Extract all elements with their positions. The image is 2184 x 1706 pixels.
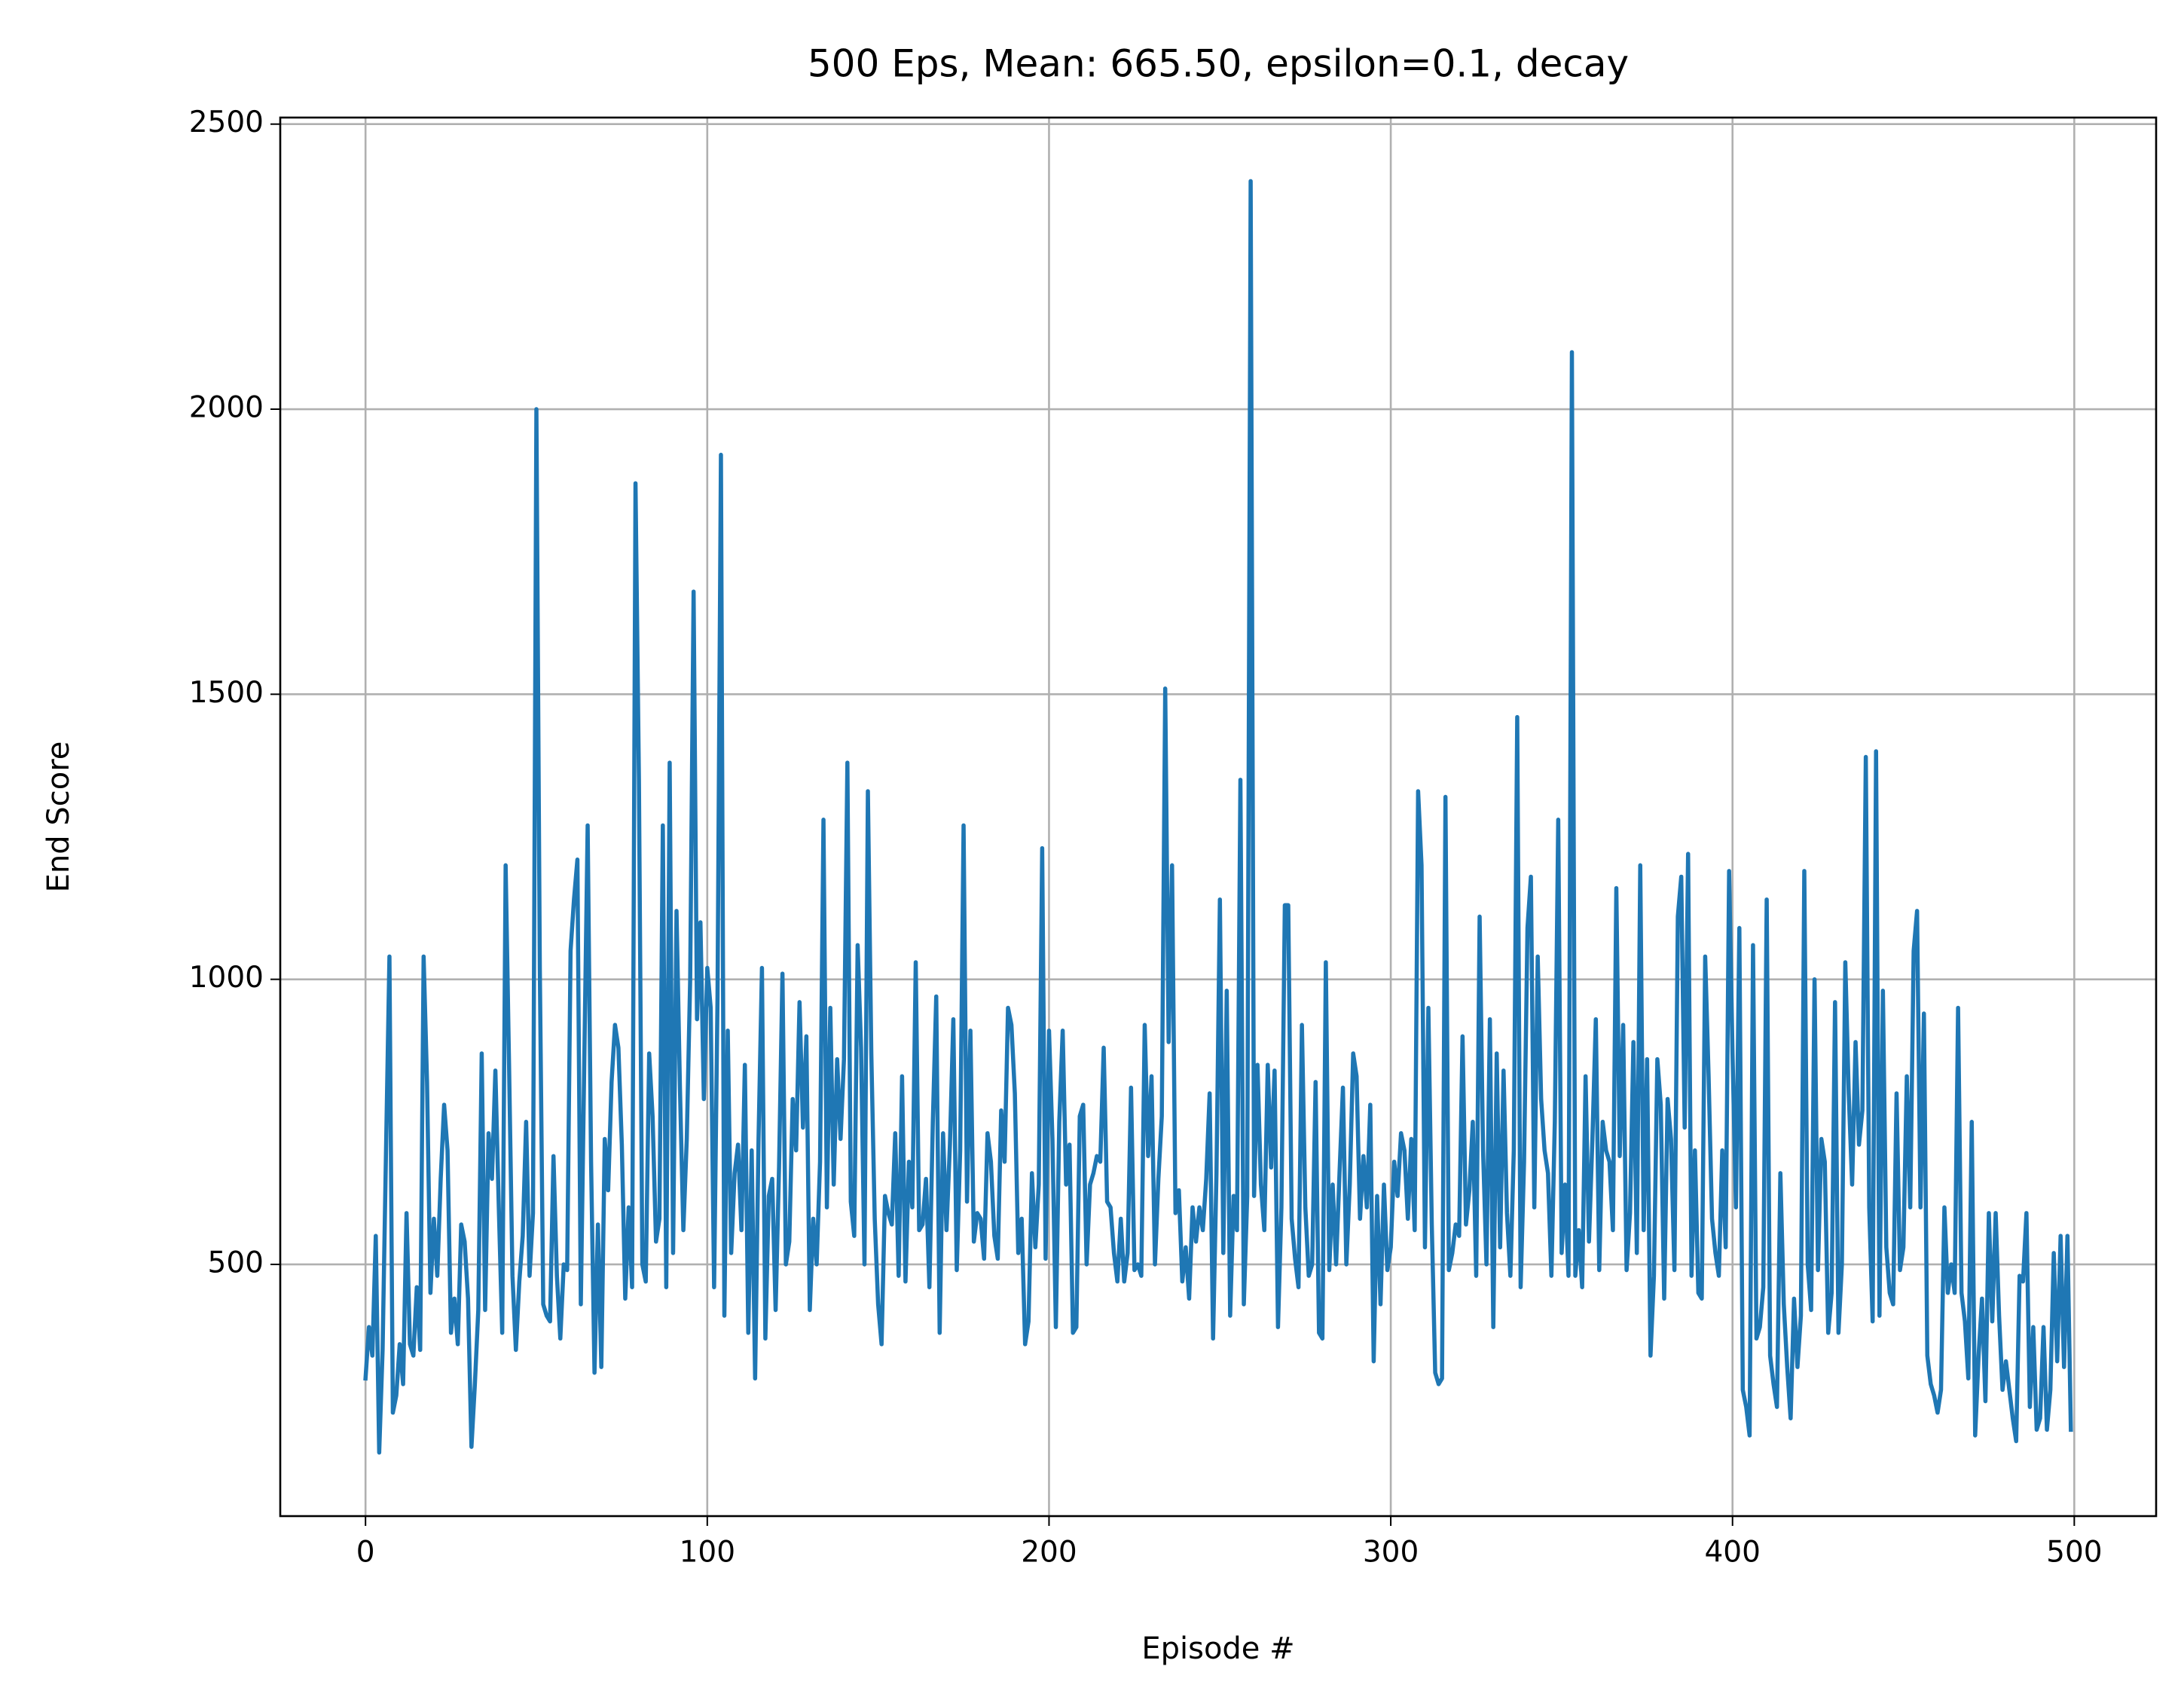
x-tick-label: 0 [356, 1536, 375, 1570]
y-tick-label: 2000 [189, 391, 264, 425]
y-tick-label: 2500 [189, 105, 264, 139]
y-tick-label: 1500 [189, 676, 264, 710]
x-tick-label: 400 [1704, 1536, 1760, 1570]
data-line [363, 179, 2073, 1455]
x-tick-label: 300 [1363, 1536, 1419, 1570]
y-axis-label: End Score [41, 741, 76, 893]
x-axis-label: Episode # [1141, 1631, 1294, 1666]
chart-title: 500 Eps, Mean: 665.50, epsilon=0.1, deca… [808, 42, 1629, 86]
plot-frame [279, 116, 2158, 1518]
y-tick-label: 1000 [189, 961, 264, 995]
x-tick-label: 100 [680, 1536, 735, 1570]
x-tick-label: 200 [1021, 1536, 1077, 1570]
x-tick-label: 500 [2046, 1536, 2102, 1570]
y-tick-label: 500 [208, 1246, 264, 1280]
